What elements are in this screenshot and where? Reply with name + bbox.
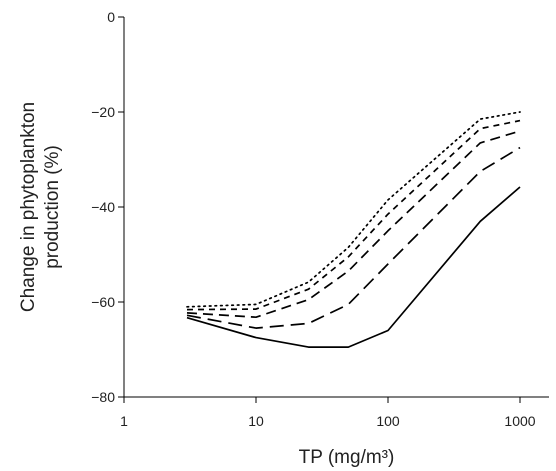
series-line-solid xyxy=(186,186,521,348)
axes: 0 −20 −40 −60 −80 1 10 100 1000 xyxy=(91,9,549,429)
x-tick-label: 100 xyxy=(376,413,400,429)
y-tick-label: −40 xyxy=(91,199,115,215)
x-tick-label: 1000 xyxy=(504,413,535,429)
y-tick-label: −20 xyxy=(91,104,115,120)
y-axis-title-line: production (%) xyxy=(42,145,63,269)
series-line-short-dash xyxy=(186,119,521,311)
series-line-long-dash xyxy=(186,146,521,329)
series-line-dotted xyxy=(186,111,521,308)
series-layer xyxy=(186,111,521,348)
y-axis-title-line: Change in phytoplankton xyxy=(18,102,39,312)
y-axis-title: Change in phytoplankton production (%) xyxy=(18,102,63,312)
series-line-dash xyxy=(186,130,521,319)
x-axis-title: TP (mg/m³) xyxy=(299,447,395,468)
x-tick-label: 10 xyxy=(248,413,264,429)
y-tick-label: −60 xyxy=(91,294,115,310)
x-tick-label: 1 xyxy=(120,413,128,429)
y-tick-label: −80 xyxy=(91,389,115,405)
y-tick-label: 0 xyxy=(107,9,115,25)
